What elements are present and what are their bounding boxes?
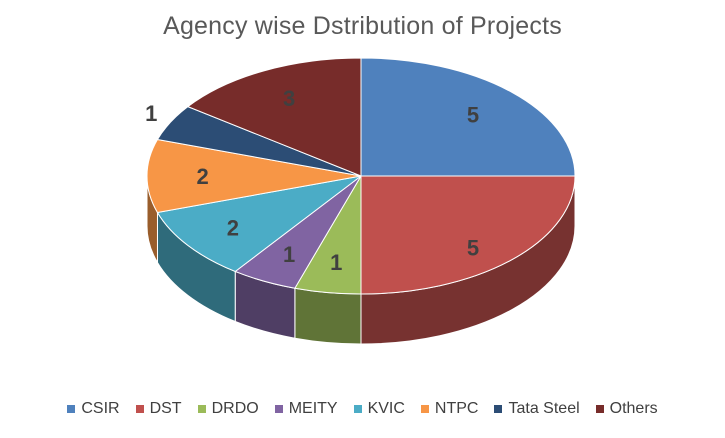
data-label-others: 3	[283, 86, 295, 111]
pie-side-drdo	[294, 287, 362, 345]
legend-swatch	[197, 405, 206, 413]
data-label-dst: 5	[467, 236, 479, 261]
legend-swatch	[353, 405, 362, 413]
pie-slice-ntpc	[146, 138, 362, 214]
legend-item-tata-steel: Tata Steel	[494, 400, 580, 418]
data-label-ntpc: 2	[197, 164, 209, 189]
legend-item-csir: CSIR	[67, 400, 120, 418]
pie-tops	[146, 57, 576, 295]
legend-label: NTPC	[434, 400, 479, 417]
legend-label: Tata Steel	[508, 400, 580, 417]
data-label-drdo: 1	[330, 250, 342, 275]
legend-swatch	[420, 405, 429, 413]
legend-swatch	[494, 405, 503, 413]
legend-label: CSIR	[81, 400, 120, 417]
data-label-csir: 5	[467, 102, 479, 127]
pie-slice-csir	[360, 57, 576, 177]
chart-title: Agency wise Dstribution of Projects	[163, 12, 562, 40]
pie-chart: 5 5 1 1 2 2 1 3	[145, 57, 576, 345]
legend-item-drdo: DRDO	[197, 400, 259, 418]
legend-label: MEITY	[288, 400, 338, 417]
legend-item-meity: MEITY	[274, 400, 338, 418]
legend-swatch	[135, 405, 144, 413]
legend-label: KVIC	[367, 400, 405, 417]
legend-swatch	[274, 405, 283, 413]
legend-label: DRDO	[211, 400, 259, 417]
pie-slice-others	[186, 57, 362, 177]
legend-swatch	[67, 405, 76, 413]
pie-slice-kvic	[156, 175, 362, 273]
data-label-kvic: 2	[227, 215, 239, 240]
legend: CSIR DST DRDO MEITY KVIC NTPC Tata Steel Others	[0, 400, 725, 418]
legend-item-others: Others	[595, 400, 658, 418]
legend-item-ntpc: NTPC	[420, 400, 479, 418]
pie-data-labels: 5 5 1 1 2 2 1 3	[145, 86, 479, 275]
legend-item-dst: DST	[135, 400, 182, 418]
legend-swatch	[595, 405, 604, 413]
pie-slice-dst	[360, 175, 576, 295]
legend-label: Others	[609, 400, 658, 417]
data-label-tata-steel: 1	[145, 101, 157, 126]
legend-item-kvic: KVIC	[353, 400, 405, 418]
data-label-meity: 1	[283, 242, 295, 267]
legend-label: DST	[149, 400, 182, 417]
